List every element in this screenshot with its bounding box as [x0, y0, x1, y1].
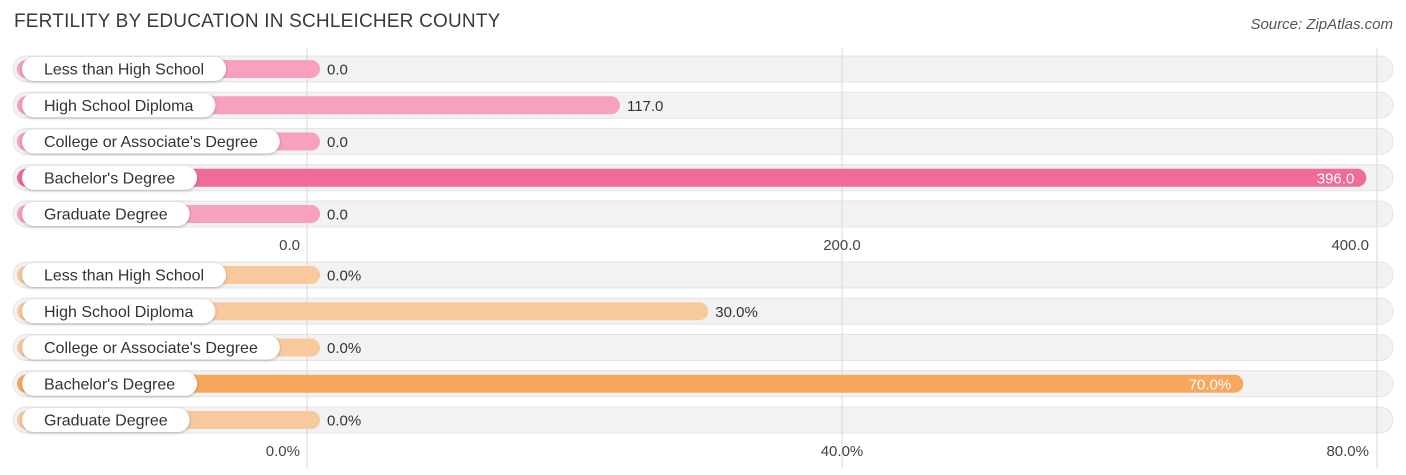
category-label-pill: [22, 263, 227, 287]
value-label: 0.0%: [327, 268, 361, 285]
tick-label: 400.0: [1331, 237, 1369, 254]
category-label-pill: [22, 408, 190, 432]
value-label: 0.0: [327, 62, 348, 79]
tick-label: 0.0: [279, 237, 300, 254]
tick-label: 40.0%: [821, 443, 864, 460]
value-label: 0.0%: [327, 413, 361, 430]
category-label-pill: [22, 129, 280, 154]
chart-panel-2: Less than High School 0.0% High School Dip…: [12, 254, 1394, 468]
category-label: Graduate Degree: [44, 413, 168, 430]
row-track: [12, 334, 1394, 361]
chart-panel-1: Less than High School 0.0 High School Dipl…: [12, 48, 1394, 262]
category-label: Bachelor's Degree: [44, 376, 175, 393]
category-label-pill: [22, 165, 198, 190]
category-label-pill: [22, 335, 280, 360]
category-label: High School Diploma: [44, 98, 194, 115]
value-label: 0.0%: [327, 340, 361, 357]
category-label-pill: [22, 93, 216, 118]
row-track: [12, 55, 1394, 83]
chart-title: FERTILITY BY EDUCATION IN SCHLEICHER COU…: [14, 11, 501, 32]
tick-label: 0.0%: [266, 443, 300, 460]
category-label-pill: [22, 202, 190, 226]
value-label: 0.0: [327, 134, 348, 151]
source-label: Source: ZipAtlas.com: [1250, 16, 1393, 33]
category-label-pill: [22, 57, 227, 81]
bar: [17, 168, 1367, 187]
category-label: Less than High School: [44, 268, 204, 285]
category-label: College or Associate's Degree: [44, 134, 258, 151]
tick-label: 200.0: [823, 237, 861, 254]
category-label: College or Associate's Degree: [44, 340, 258, 357]
value-label: 117.0: [627, 98, 663, 115]
value-label: 30.0%: [715, 304, 758, 321]
bar: [17, 374, 1244, 393]
row-track: [12, 261, 1394, 289]
category-label-pill: [22, 371, 198, 396]
row-track: [12, 200, 1394, 228]
tick-label: 80.0%: [1326, 443, 1369, 460]
row-track: [12, 406, 1394, 434]
row-track: [12, 128, 1394, 155]
value-label: 70.0%: [1189, 376, 1232, 393]
category-label: High School Diploma: [44, 304, 194, 321]
category-label: Less than High School: [44, 62, 204, 79]
category-label-pill: [22, 299, 216, 324]
value-label: 0.0: [327, 207, 348, 224]
category-label: Bachelor's Degree: [44, 170, 175, 187]
value-label: 396.0: [1317, 170, 1355, 187]
category-label: Graduate Degree: [44, 207, 168, 224]
